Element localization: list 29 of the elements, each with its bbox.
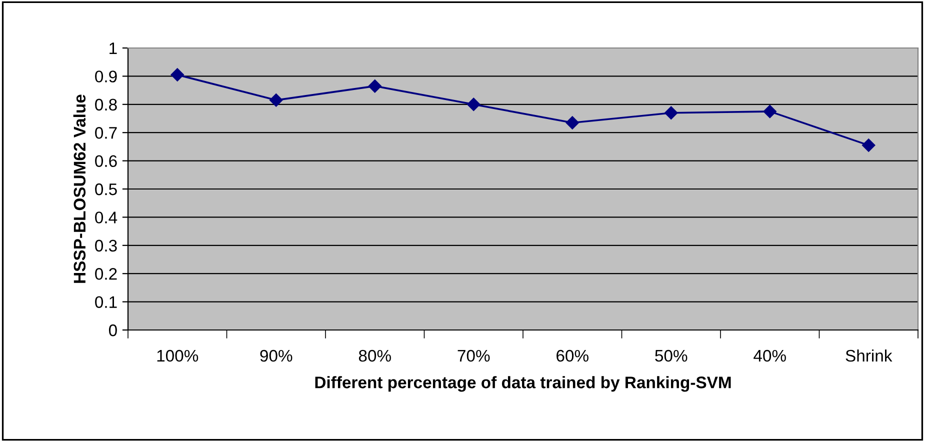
- point: [467, 98, 480, 111]
- y-tick-label: 0.8: [95, 98, 117, 111]
- point: [664, 106, 678, 120]
- x-tick-label: 80%: [358, 350, 391, 362]
- y-tick-label: 0.5: [95, 183, 117, 196]
- point: [368, 79, 382, 93]
- point: [862, 138, 876, 152]
- y-tick-label: 0.6: [95, 155, 117, 168]
- x-tick-label: 90%: [260, 350, 292, 362]
- y-tick-label: 0: [108, 324, 117, 336]
- y-tick-label: 0.4: [95, 212, 118, 224]
- x-tick-label: 60%: [556, 350, 588, 362]
- x-tick-label: Shrink: [846, 349, 892, 362]
- y-tick-label: 0.1: [95, 296, 117, 308]
- y-tick-label: 1: [110, 42, 117, 54]
- x-tick-label: 70%: [458, 350, 490, 362]
- point: [566, 116, 579, 130]
- x-tick-label: 40%: [754, 350, 786, 362]
- x-axis-title: Different percentage of data trained by Ranking-SVM: [315, 376, 731, 392]
- y-tick-label: 0.2: [95, 268, 117, 280]
- point: [763, 104, 776, 118]
- y-tick-label: 0.9: [95, 70, 117, 82]
- y-axis-title: HSSP-BLOSUM62 Value: [73, 94, 86, 283]
- x-tick-label: 100%: [157, 350, 198, 362]
- point: [270, 94, 283, 107]
- point: [170, 68, 184, 82]
- y-tick-label: 0.3: [95, 240, 117, 252]
- y-tick-label: 0.7: [95, 127, 117, 139]
- x-tick-label: 50%: [655, 350, 688, 362]
